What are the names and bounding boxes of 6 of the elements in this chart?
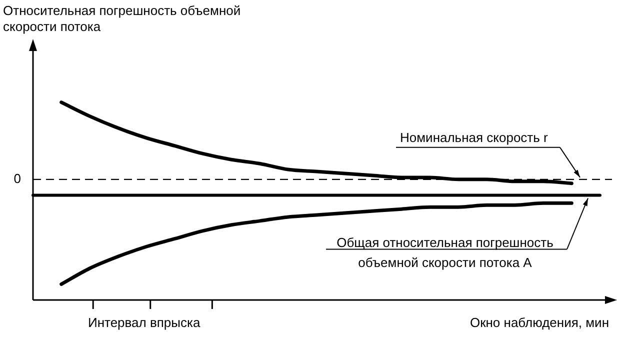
x-axis-title: Окно наблюдения, мин bbox=[470, 315, 609, 331]
text: Общая относительная погрешность объемной скорости потока A bbox=[336, 234, 554, 272]
ref-line-label: Номинальная скорость r bbox=[400, 130, 548, 146]
text: Интервал впрыска bbox=[88, 315, 200, 331]
text: Относительная погрешность объемной скорости потока bbox=[3, 3, 242, 35]
text: 0 bbox=[14, 171, 21, 188]
